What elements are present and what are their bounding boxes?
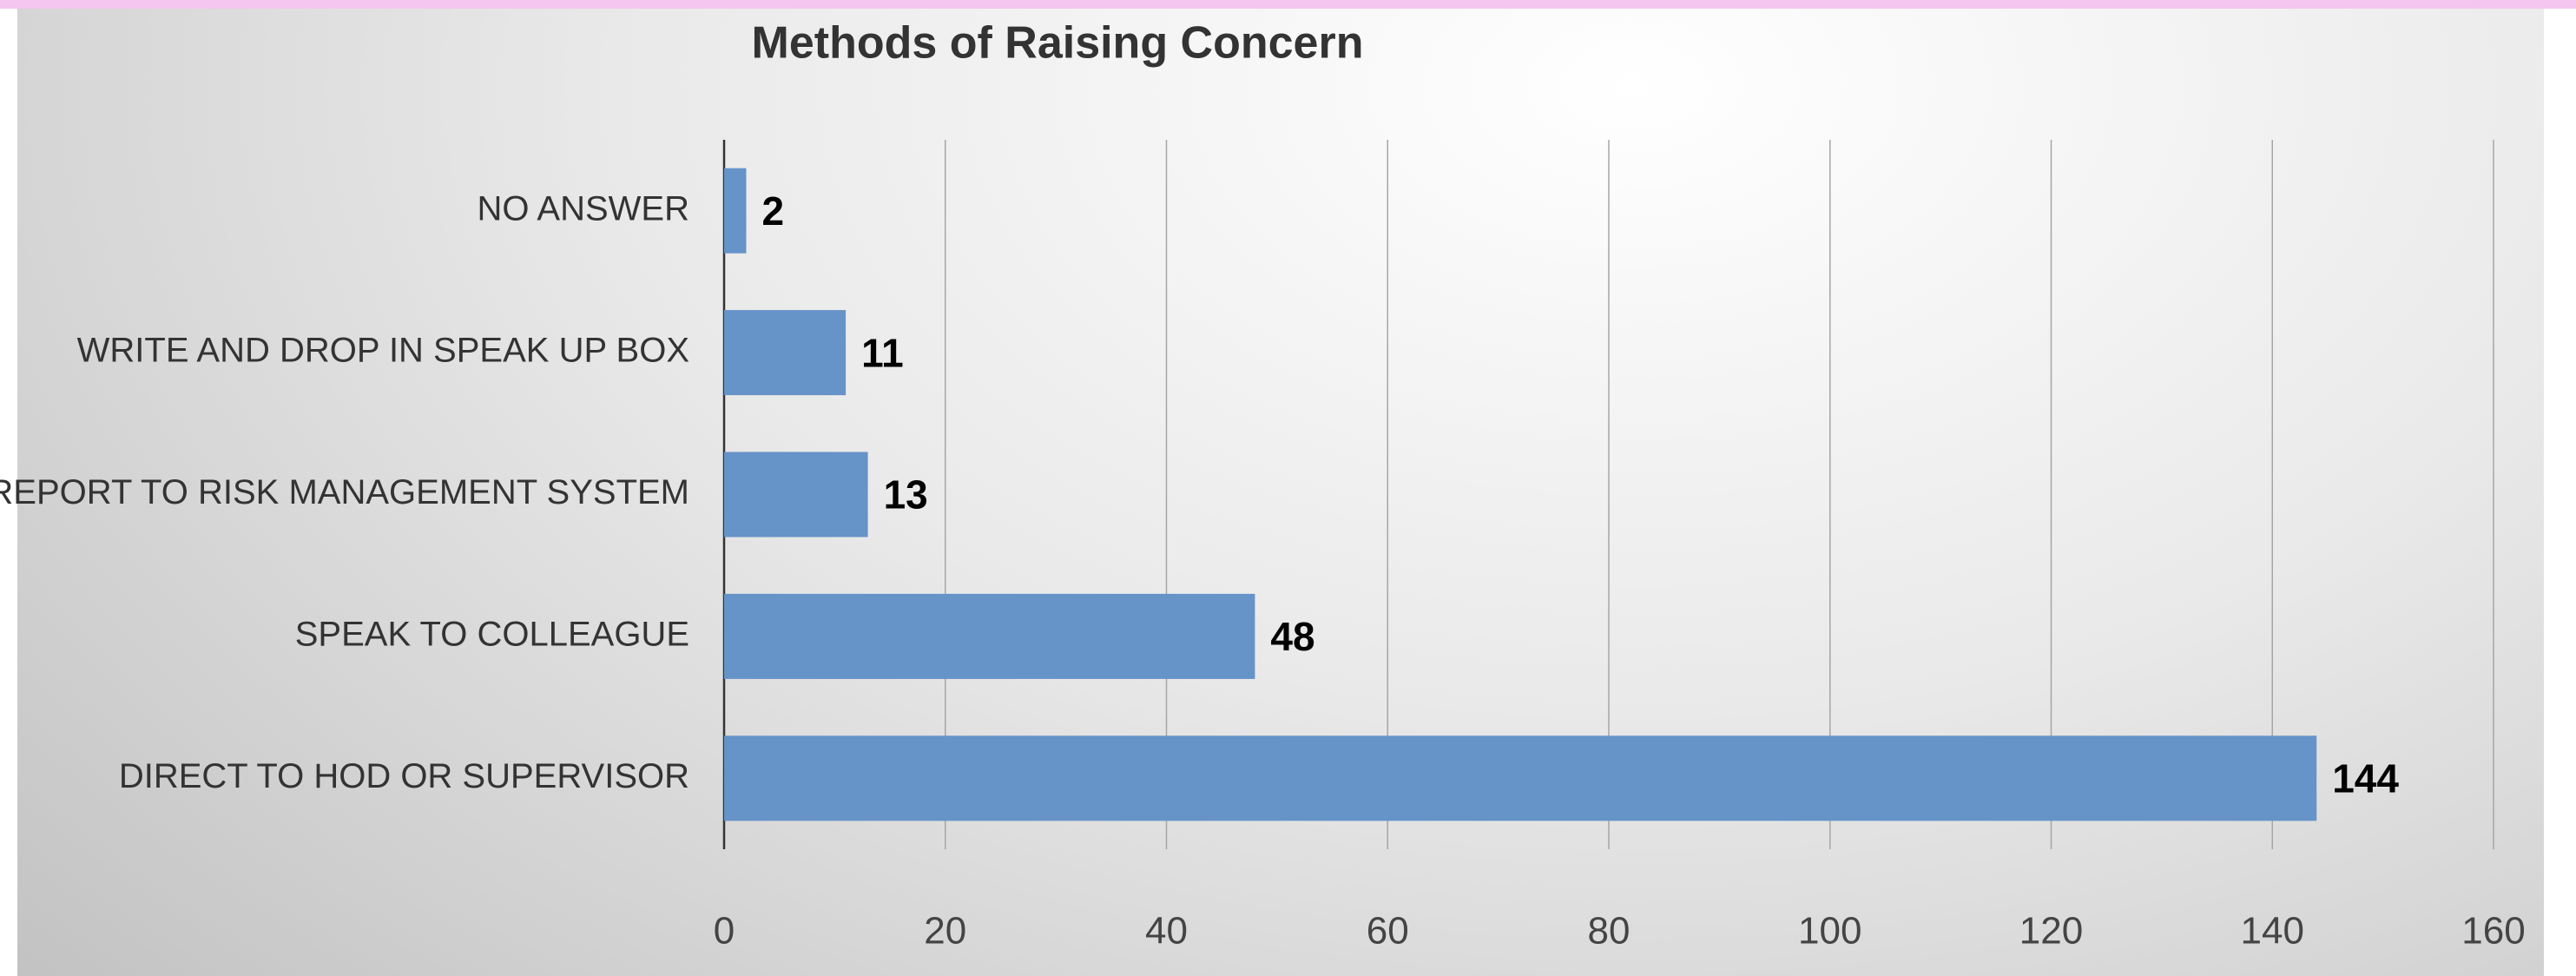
data-label: 11 bbox=[861, 330, 904, 375]
x-tick-label: 40 bbox=[1145, 910, 1188, 953]
data-label: 144 bbox=[2332, 755, 2399, 801]
bar bbox=[724, 452, 868, 537]
data-label: 13 bbox=[884, 472, 928, 518]
bar bbox=[724, 593, 1255, 679]
bar bbox=[724, 168, 747, 254]
x-tick-label: 20 bbox=[924, 910, 966, 953]
y-tick-label: NO ANSWER bbox=[478, 189, 689, 228]
y-tick-label: SPEAK TO COLLEAGUE bbox=[295, 615, 689, 653]
y-tick-label: REPORT TO RISK MANAGEMENT SYSTEM bbox=[0, 473, 689, 511]
bar bbox=[724, 735, 2317, 821]
data-label: 48 bbox=[1270, 614, 1314, 659]
x-tick-label: 100 bbox=[1798, 910, 1861, 953]
x-tick-label: 80 bbox=[1588, 910, 1631, 953]
y-tick-label: DIRECT TO HOD OR SUPERVISOR bbox=[119, 757, 689, 795]
x-tick-label: 160 bbox=[2461, 910, 2525, 953]
top-band bbox=[0, 0, 2576, 9]
x-tick-label: 140 bbox=[2241, 910, 2304, 953]
y-tick-label: WRITE AND DROP IN SPEAK UP BOX bbox=[77, 332, 689, 370]
data-label: 2 bbox=[761, 188, 784, 234]
chart-title: Methods of Raising Concern bbox=[752, 18, 1364, 69]
x-tick-label: 60 bbox=[1367, 910, 1409, 953]
x-tick-label: 120 bbox=[2019, 910, 2083, 953]
x-tick-label: 0 bbox=[714, 910, 735, 953]
bar bbox=[724, 310, 847, 396]
